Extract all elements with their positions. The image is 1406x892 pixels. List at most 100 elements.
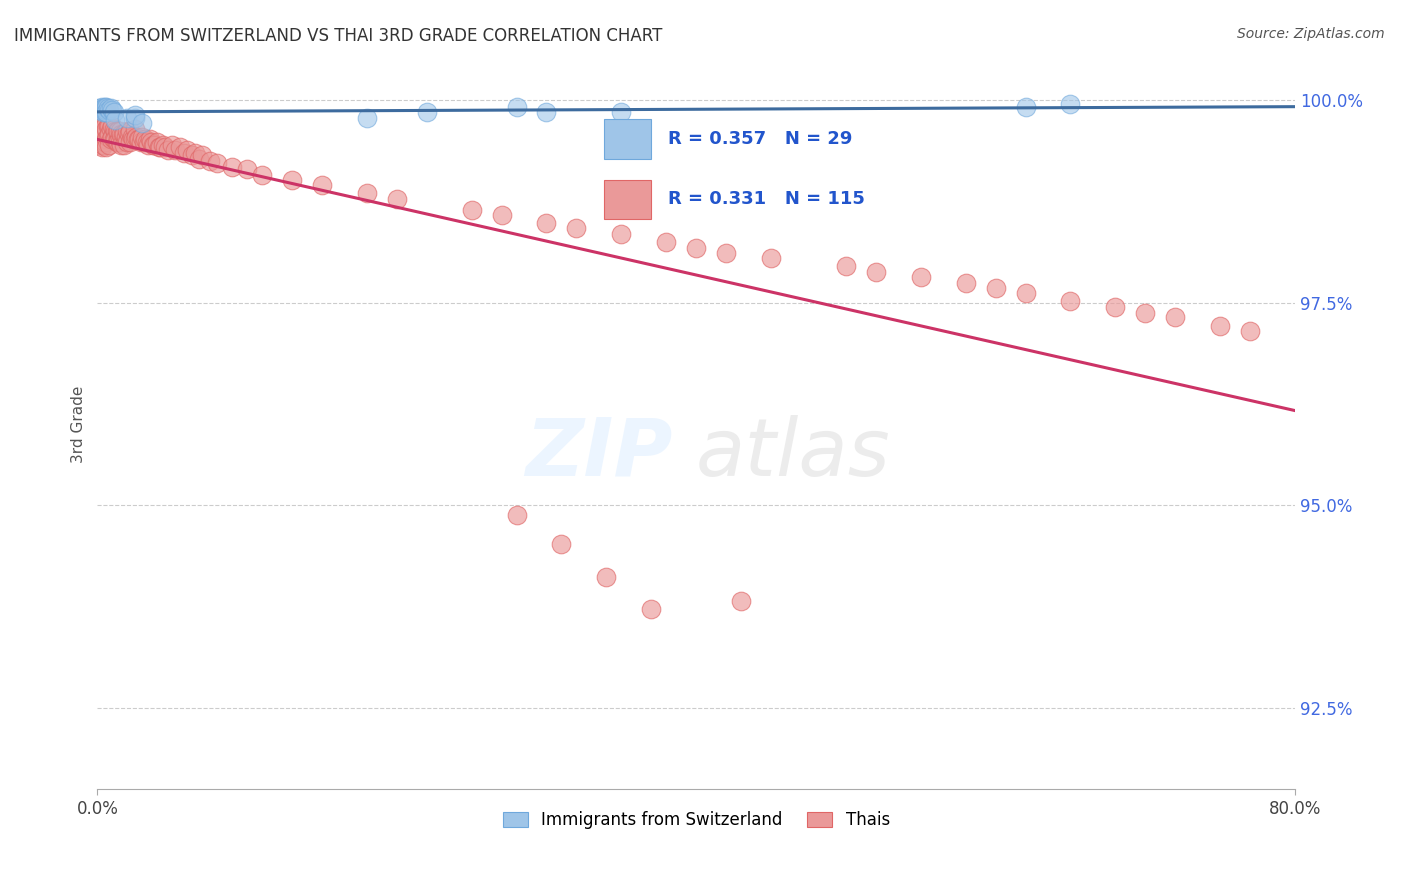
Point <box>281 172 304 186</box>
Point <box>132 136 155 150</box>
Point <box>356 186 378 201</box>
Point <box>114 129 136 144</box>
Point <box>91 137 114 152</box>
Point <box>685 241 707 255</box>
Point <box>89 103 111 117</box>
Point <box>134 132 156 146</box>
Point <box>100 101 122 115</box>
Point <box>129 136 152 150</box>
Point <box>112 137 135 152</box>
Point <box>655 235 678 249</box>
Point <box>117 124 139 138</box>
Point <box>1059 294 1081 309</box>
Point <box>156 144 179 158</box>
Point <box>94 119 117 133</box>
Point <box>111 127 134 141</box>
Point <box>98 119 121 133</box>
Point <box>96 140 118 154</box>
Point <box>1104 300 1126 314</box>
Legend: Immigrants from Switzerland, Thais: Immigrants from Switzerland, Thais <box>496 805 897 836</box>
Point <box>94 136 117 150</box>
Point <box>152 137 174 152</box>
Point <box>100 132 122 146</box>
Point <box>1135 305 1157 319</box>
Point <box>96 132 118 146</box>
Point <box>505 100 527 114</box>
Point <box>124 111 146 125</box>
Point <box>118 127 141 141</box>
Point <box>910 269 932 284</box>
Text: Source: ZipAtlas.com: Source: ZipAtlas.com <box>1237 27 1385 41</box>
Point <box>1209 318 1232 333</box>
Point <box>127 132 149 146</box>
Point <box>91 127 114 141</box>
Point <box>149 140 172 154</box>
Point <box>91 101 114 115</box>
Point <box>595 570 617 584</box>
Point <box>105 124 128 138</box>
Point <box>97 129 120 144</box>
Point <box>131 116 153 130</box>
Point <box>104 132 127 146</box>
Point <box>108 136 131 150</box>
Point <box>103 132 125 146</box>
Point <box>955 276 977 290</box>
Point <box>1164 310 1187 325</box>
Point <box>221 160 243 174</box>
Point <box>122 132 145 146</box>
Point <box>90 121 112 136</box>
Point <box>110 137 132 152</box>
Point <box>984 281 1007 295</box>
Point <box>131 129 153 144</box>
Point <box>1059 97 1081 112</box>
Point <box>112 127 135 141</box>
Point <box>89 127 111 141</box>
Point <box>96 103 118 117</box>
Point <box>146 136 169 150</box>
Point <box>759 251 782 265</box>
Point <box>121 129 143 144</box>
Point <box>105 136 128 150</box>
Point <box>96 100 118 114</box>
Point <box>100 121 122 136</box>
Point <box>98 127 121 141</box>
Point <box>205 156 228 170</box>
Point <box>101 119 124 133</box>
Point <box>87 101 110 115</box>
Point <box>142 137 165 152</box>
Point <box>128 132 150 146</box>
Point <box>96 105 118 120</box>
Point <box>89 119 111 133</box>
Point <box>104 113 127 128</box>
Point <box>124 108 146 122</box>
Point <box>98 137 121 152</box>
Point <box>91 105 114 120</box>
Point <box>1014 286 1036 301</box>
Point <box>536 105 558 120</box>
Point <box>90 100 112 114</box>
Point <box>610 227 633 241</box>
Point <box>165 144 187 158</box>
Point <box>101 103 124 117</box>
Point <box>565 221 588 235</box>
Point <box>94 127 117 141</box>
Point <box>491 208 513 222</box>
Point <box>183 145 205 160</box>
Point <box>94 103 117 117</box>
Point <box>125 129 148 144</box>
Point <box>96 101 118 115</box>
Point <box>536 216 558 230</box>
Point <box>610 105 633 120</box>
Point <box>505 508 527 523</box>
Point <box>117 111 139 125</box>
Point <box>94 100 117 114</box>
Point <box>110 127 132 141</box>
Text: atlas: atlas <box>696 415 891 492</box>
Point <box>139 132 162 146</box>
Point <box>87 137 110 152</box>
Point <box>103 105 125 120</box>
Point <box>136 137 159 152</box>
Point <box>90 129 112 144</box>
Point <box>460 202 482 217</box>
Point <box>124 121 146 136</box>
